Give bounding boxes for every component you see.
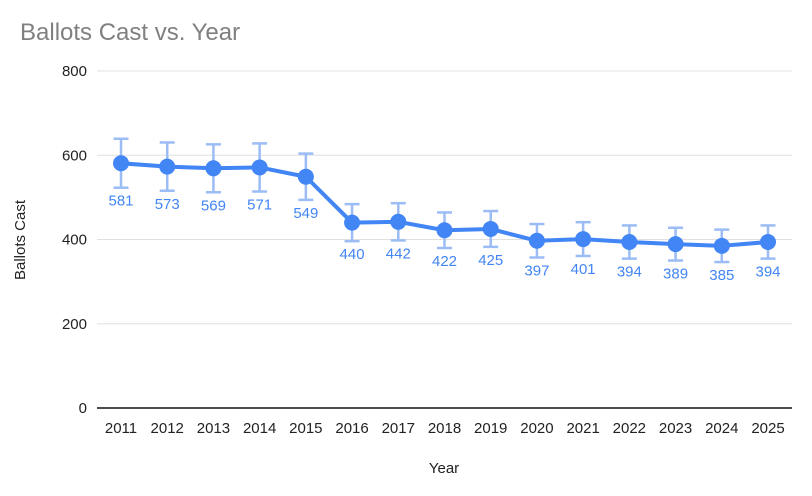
data-labels-layer: 581 573 569 571 549 440 442 422 425 397 401 394 389 3… — [108, 193, 780, 284]
y-tick-label: 200 — [62, 316, 87, 333]
data-point — [760, 234, 776, 251]
data-label: 440 — [340, 246, 365, 263]
x-tick-label: 2012 — [151, 420, 184, 437]
data-point — [205, 160, 222, 177]
x-tick-label: 2025 — [751, 420, 784, 437]
series-layer — [113, 155, 776, 254]
x-tick-label: 2016 — [335, 420, 368, 437]
data-label: 549 — [293, 205, 318, 222]
data-point — [482, 220, 499, 237]
data-label: 422 — [432, 253, 457, 270]
x-tick-label: 2014 — [243, 420, 276, 437]
data-label: 389 — [663, 266, 688, 283]
data-point — [297, 168, 314, 185]
data-point — [113, 155, 129, 172]
data-label: 394 — [617, 264, 642, 281]
x-tick-label: 2011 — [105, 420, 137, 437]
data-point — [575, 231, 592, 248]
y-tick-label: 0 — [79, 400, 87, 417]
y-axis-title: Ballots Cast — [12, 199, 29, 280]
x-tick-label: 2015 — [289, 420, 322, 437]
data-label: 394 — [755, 264, 780, 281]
x-tick-label: 2017 — [382, 420, 415, 437]
data-point — [713, 237, 730, 254]
data-label: 581 — [108, 193, 133, 210]
data-label: 397 — [524, 262, 549, 279]
data-label: 401 — [571, 261, 596, 278]
data-point — [436, 222, 453, 239]
y-tick-label: 600 — [62, 147, 87, 164]
data-point — [251, 159, 268, 176]
data-label: 569 — [201, 197, 226, 214]
axis-ticks-layer: 0 200 400 600 800 2011 2012 2013 2014 2015 2016 201… — [62, 63, 785, 437]
data-point — [344, 214, 361, 231]
y-tick-label: 400 — [62, 232, 87, 249]
x-tick-label: 2019 — [474, 420, 507, 437]
data-point — [390, 213, 407, 230]
data-point — [528, 232, 545, 249]
data-point — [621, 234, 638, 251]
x-tick-label: 2018 — [428, 420, 461, 437]
data-label: 571 — [247, 197, 272, 214]
data-label: 442 — [386, 245, 411, 262]
data-label: 425 — [478, 252, 503, 269]
y-tick-label: 800 — [62, 63, 87, 80]
x-tick-label: 2020 — [520, 420, 553, 437]
x-tick-label: 2023 — [659, 420, 692, 437]
x-tick-label: 2013 — [197, 420, 230, 437]
x-tick-label: 2022 — [613, 420, 646, 437]
x-axis-title: Year — [429, 460, 459, 477]
chart-title: Ballots Cast vs. Year — [20, 19, 241, 46]
data-point — [159, 158, 176, 175]
data-label: 573 — [155, 196, 180, 213]
x-tick-label: 2024 — [705, 420, 738, 437]
data-label: 385 — [709, 267, 734, 284]
data-point — [667, 236, 684, 253]
x-tick-label: 2021 — [566, 420, 599, 437]
